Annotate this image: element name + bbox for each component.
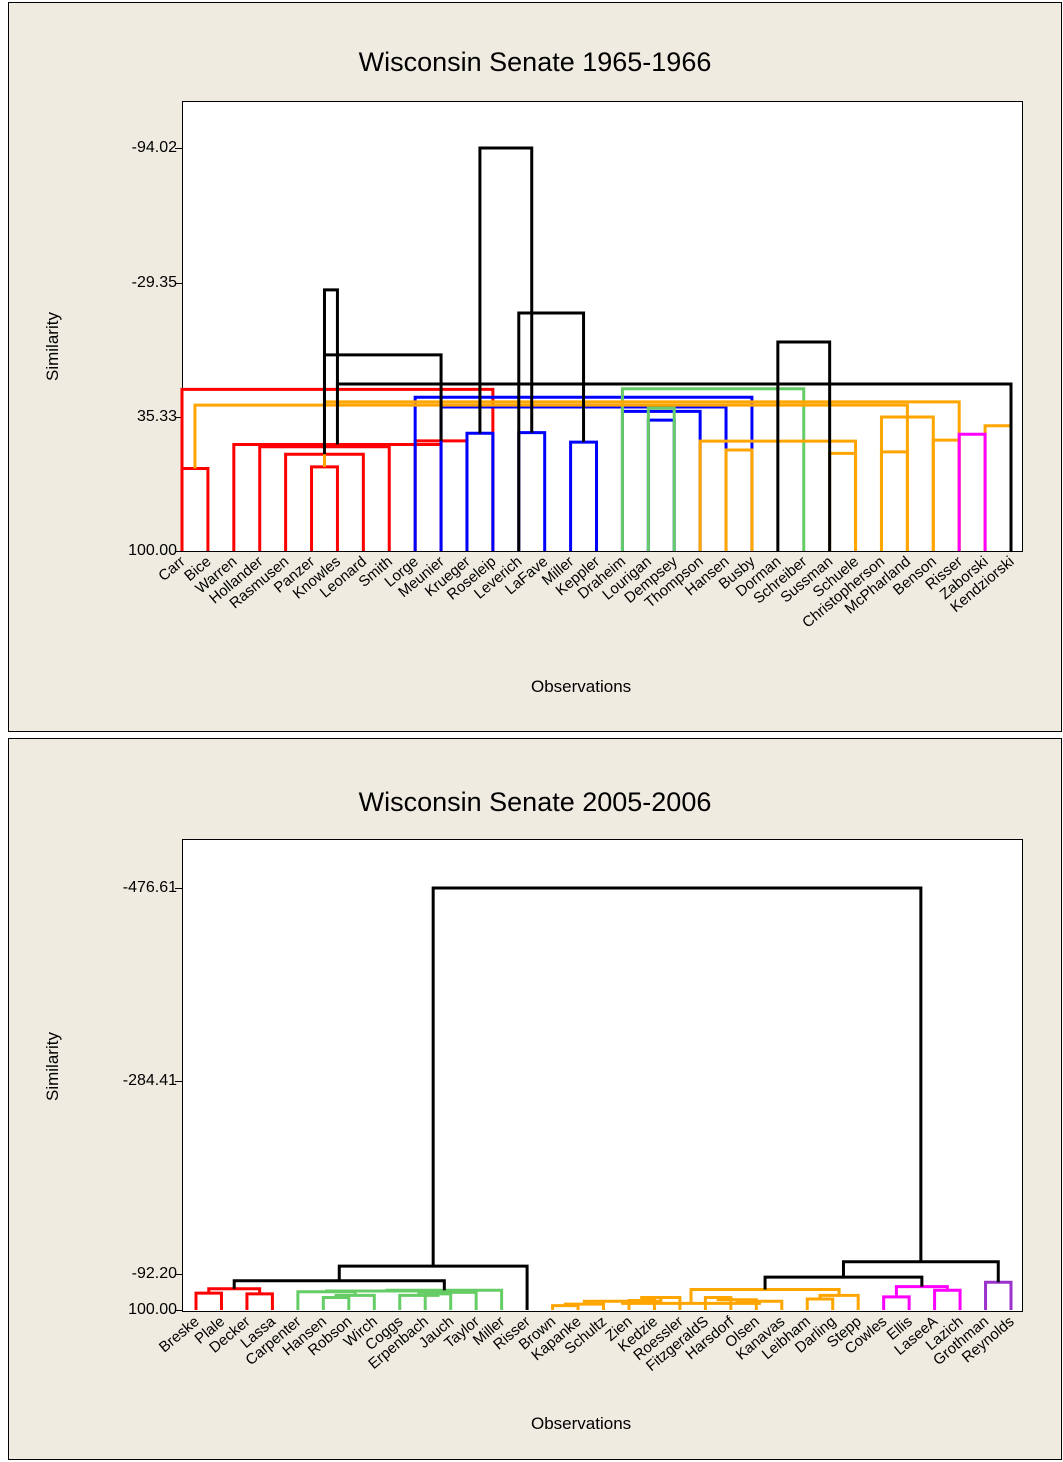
dendrogram-link bbox=[431, 886, 923, 1267]
y-tick-mark bbox=[175, 551, 182, 552]
dendrogram-link bbox=[646, 406, 676, 551]
dendrogram-link bbox=[646, 418, 676, 551]
dendrogram-link bbox=[517, 431, 547, 551]
dendrogram-link bbox=[983, 424, 1013, 551]
x-axis-label: Observations bbox=[531, 1414, 632, 1433]
y-tick-mark bbox=[175, 1274, 182, 1275]
y-tick-label: -94.02 bbox=[131, 139, 177, 156]
y-tick-label: -92.20 bbox=[131, 1265, 177, 1282]
dendrogram-link bbox=[828, 451, 858, 551]
dendrogram-link bbox=[805, 1297, 835, 1310]
y-tick-mark bbox=[175, 417, 182, 418]
dendrogram-link bbox=[335, 382, 1013, 551]
dendrogram-link bbox=[207, 1287, 262, 1294]
dendrogram-link bbox=[334, 1293, 376, 1310]
dendrogram-link bbox=[245, 1292, 274, 1310]
dendrogram-link bbox=[478, 146, 534, 434]
dendrogram-link bbox=[310, 465, 339, 551]
y-tick-mark bbox=[175, 1081, 182, 1082]
dendrogram-link bbox=[882, 1295, 911, 1310]
y-tick-label: -284.41 bbox=[122, 1072, 177, 1089]
dendrogram-link bbox=[933, 1288, 962, 1310]
dendrogram-link bbox=[551, 1304, 580, 1310]
dendrogram-link bbox=[689, 1288, 841, 1304]
y-tick-label: -476.61 bbox=[122, 879, 177, 896]
dendrogram-link bbox=[984, 1280, 1013, 1310]
chart-title: Wisconsin Senate 1965-1966 bbox=[358, 47, 712, 77]
dendrogram-link bbox=[385, 1288, 504, 1310]
dendrogram-link bbox=[517, 311, 586, 551]
dendrogram-link bbox=[957, 432, 987, 551]
y-tick-mark bbox=[175, 1310, 182, 1311]
dendrogram-link bbox=[879, 450, 909, 551]
dendrogram-link bbox=[284, 452, 365, 551]
x-axis-label: Observations bbox=[531, 677, 632, 696]
chart-title: Wisconsin Senate 2005-2006 bbox=[358, 787, 712, 817]
y-tick-label: 35.33 bbox=[136, 408, 177, 425]
dendrogram-link bbox=[321, 1296, 351, 1310]
dendrogram-link bbox=[841, 1260, 1000, 1283]
dendrogram-link bbox=[322, 288, 339, 455]
dendrogram-2005: BreskePlaleDeckerLassaCarpenterHansenRob… bbox=[156, 886, 1018, 1375]
y-tick-mark bbox=[175, 148, 182, 149]
chart-panel-1965: Wisconsin Senate 1965-1966 -94.02 -29.35… bbox=[8, 2, 1062, 732]
dendrogram-link bbox=[465, 431, 495, 551]
y-tick-label: -29.35 bbox=[131, 274, 177, 291]
dendrogram-link bbox=[193, 403, 909, 551]
dendrogram-link bbox=[337, 1264, 529, 1310]
dendrogram-link bbox=[620, 409, 702, 551]
y-tick-mark bbox=[175, 283, 182, 284]
dendrogram-link bbox=[931, 438, 961, 551]
dendrogram-link bbox=[322, 400, 961, 551]
dendrogram-link bbox=[180, 467, 210, 551]
dendrogram-link bbox=[194, 1291, 223, 1310]
dendrogram-link bbox=[620, 387, 806, 551]
dendrogram-link bbox=[569, 440, 598, 551]
dendrogram-1965: CarrBiceWarrenHollanderRasmusenPanzerKno… bbox=[155, 146, 1018, 631]
y-tick-label: 100.00 bbox=[128, 542, 177, 559]
y-tick-mark bbox=[175, 888, 182, 889]
chart-panel-2005: Wisconsin Senate 2005-2006 -476.61 -284.… bbox=[8, 738, 1062, 1460]
dendrogram-link bbox=[818, 1293, 860, 1310]
dendrogram-link bbox=[398, 1293, 440, 1310]
y-tick-label: 100.00 bbox=[128, 1301, 177, 1318]
dendrogram-link bbox=[724, 448, 754, 551]
dendrogram-link bbox=[776, 340, 832, 551]
plot-area bbox=[182, 839, 1023, 1312]
